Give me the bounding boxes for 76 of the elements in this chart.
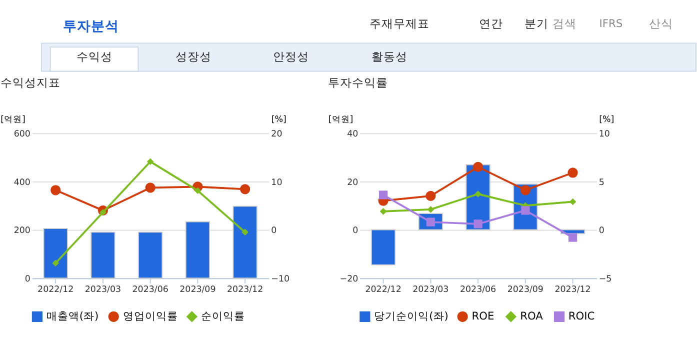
legend-label: ROE [472, 310, 494, 323]
y2-tick-label: −10 [271, 274, 290, 284]
chart-title: 수익성지표 [0, 76, 60, 90]
point [146, 158, 154, 166]
y2-tick-label: 5 [598, 178, 604, 188]
x-tick-label: 2023/03 [412, 285, 449, 296]
legend-label: 순이익률 [201, 310, 246, 323]
y-tick-label: −20 [340, 274, 358, 284]
y-tick-label: 200 [14, 226, 30, 236]
point [474, 190, 482, 198]
y2-tick-label: 0 [271, 226, 277, 236]
point [50, 185, 61, 196]
text: 주재무제표 [369, 16, 430, 31]
bar [185, 221, 210, 279]
point [427, 206, 434, 213]
text: 안정성 [272, 50, 309, 64]
text: 수익성 [76, 50, 113, 64]
point [569, 198, 576, 206]
y-tick-label: 20 [347, 178, 358, 188]
y2-axis-title: [%] [599, 114, 614, 125]
y2-tick-label: −5 [598, 274, 612, 284]
y-tick-label: 0 [24, 274, 30, 284]
point [194, 187, 202, 194]
point [568, 168, 578, 178]
y-axis-title: [억원] [0, 114, 26, 125]
x-tick-label: 2023/09 [507, 285, 544, 296]
point [474, 220, 482, 228]
legend-label: 매출액(좌) [46, 310, 99, 323]
text: 투자분석 [62, 18, 119, 35]
y2-tick-label: 10 [598, 129, 610, 140]
y-axis-title: [억원] [328, 114, 354, 125]
text: 활동성 [372, 50, 408, 64]
x-tick-label: 2023/06 [460, 285, 496, 296]
chart-title: 투자수익률 [328, 76, 388, 90]
bar [90, 232, 116, 279]
y2-tick-label: 0 [598, 226, 604, 236]
text: 검색 [552, 16, 577, 31]
legend-label: 당기순이익(좌) [374, 310, 448, 323]
point [521, 206, 530, 215]
point [378, 190, 388, 200]
x-tick-label: 2023/03 [84, 285, 121, 296]
x-tick-label: 2023/12 [227, 285, 264, 296]
bar [43, 228, 68, 279]
x-tick-label: 2023/06 [132, 285, 168, 296]
y2-tick-label: 10 [271, 178, 282, 188]
bar [370, 229, 396, 266]
x-tick-label: 2023/09 [180, 285, 216, 296]
point [472, 162, 484, 172]
y-tick-label: 40 [347, 129, 358, 140]
bar [138, 232, 163, 279]
legend-label: ROA [520, 310, 544, 323]
text: 연간 [479, 16, 504, 31]
point [426, 190, 436, 201]
point [568, 233, 578, 242]
point [52, 260, 60, 267]
x-tick-label: 2022/12 [365, 285, 402, 296]
legend-label: ROIC [568, 310, 595, 323]
text: 성장성 [175, 50, 212, 64]
point [100, 208, 106, 216]
y2-axis-title: [%] [271, 114, 286, 125]
text: IFRS [599, 16, 623, 30]
x-tick-label: 2023/12 [554, 285, 591, 296]
text: 분기 [524, 16, 549, 31]
y2-tick-label: 20 [271, 129, 282, 140]
point [520, 185, 530, 196]
point [145, 182, 156, 193]
legend-label: 영업이익률 [122, 310, 178, 323]
point [242, 228, 248, 236]
x-tick-label: 2022/12 [38, 285, 74, 296]
y-tick-label: 0 [352, 226, 358, 236]
point [380, 208, 387, 215]
y-tick-label: 400 [14, 178, 30, 188]
bar [232, 206, 258, 279]
y-tick-label: 600 [14, 129, 30, 140]
text: 산식 [649, 16, 674, 31]
point [240, 184, 250, 194]
